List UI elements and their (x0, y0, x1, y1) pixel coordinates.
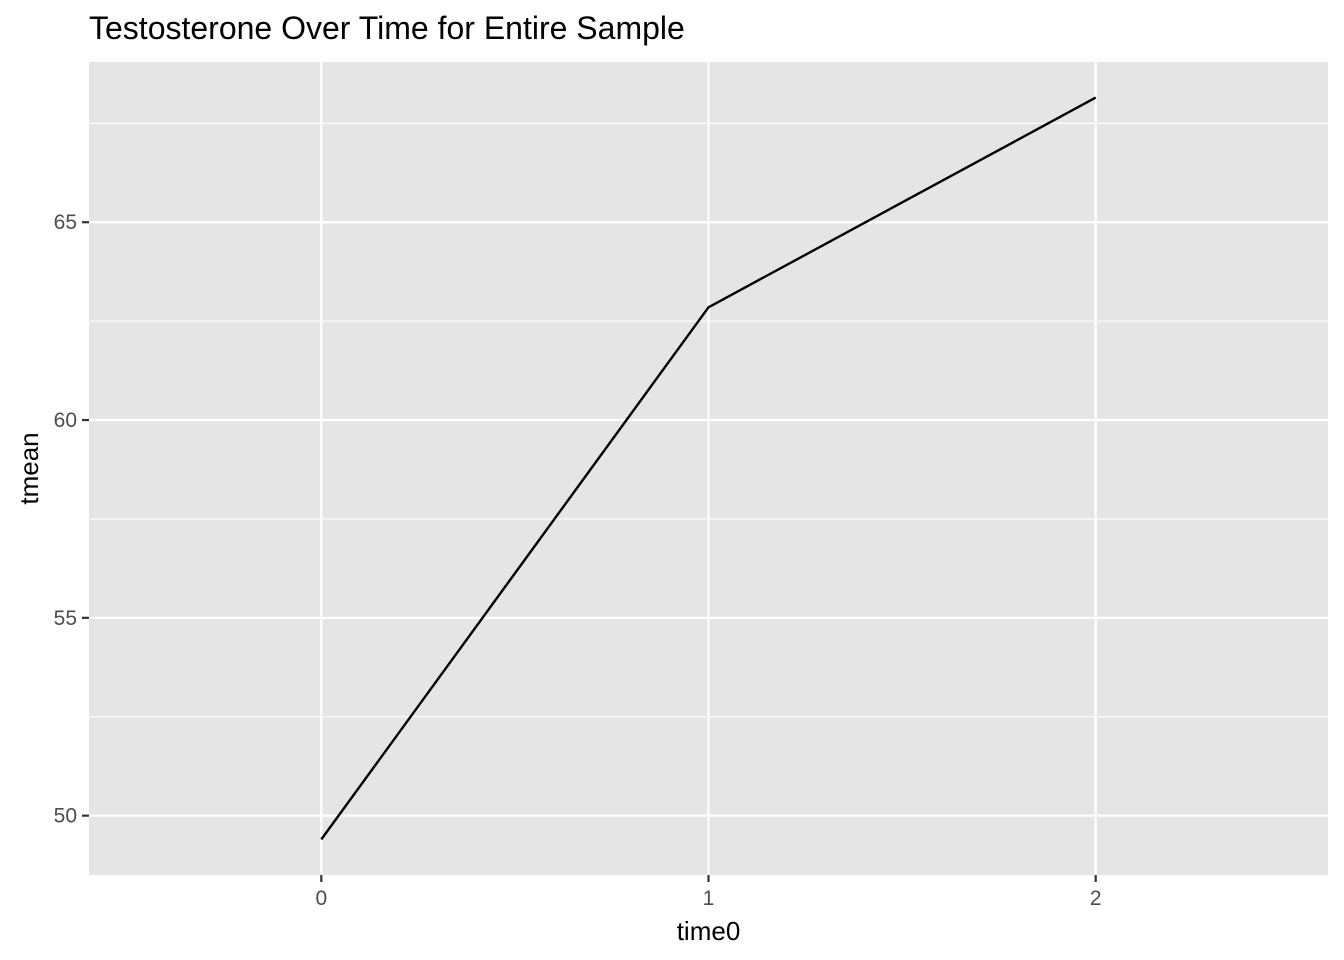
x-tick-label: 2 (1090, 887, 1102, 910)
x-tick-label: 0 (315, 887, 327, 910)
y-tick-label: 50 (54, 805, 77, 828)
series-layer (320, 96, 1097, 841)
series-line (320, 96, 1097, 841)
x-tick-label: 1 (703, 887, 715, 910)
x-axis-title: time0 (677, 916, 741, 946)
y-tick-label: 65 (54, 211, 77, 234)
grid-major (89, 62, 1328, 875)
y-axis: 50 55 60 65 (54, 211, 89, 828)
chart-title: Testosterone Over Time for Entire Sample (89, 10, 685, 46)
y-tick-label: 55 (54, 607, 77, 630)
y-axis-title: tmean (14, 432, 44, 504)
x-axis: 0 1 2 (315, 875, 1102, 910)
y-tick-label: 60 (54, 409, 77, 432)
